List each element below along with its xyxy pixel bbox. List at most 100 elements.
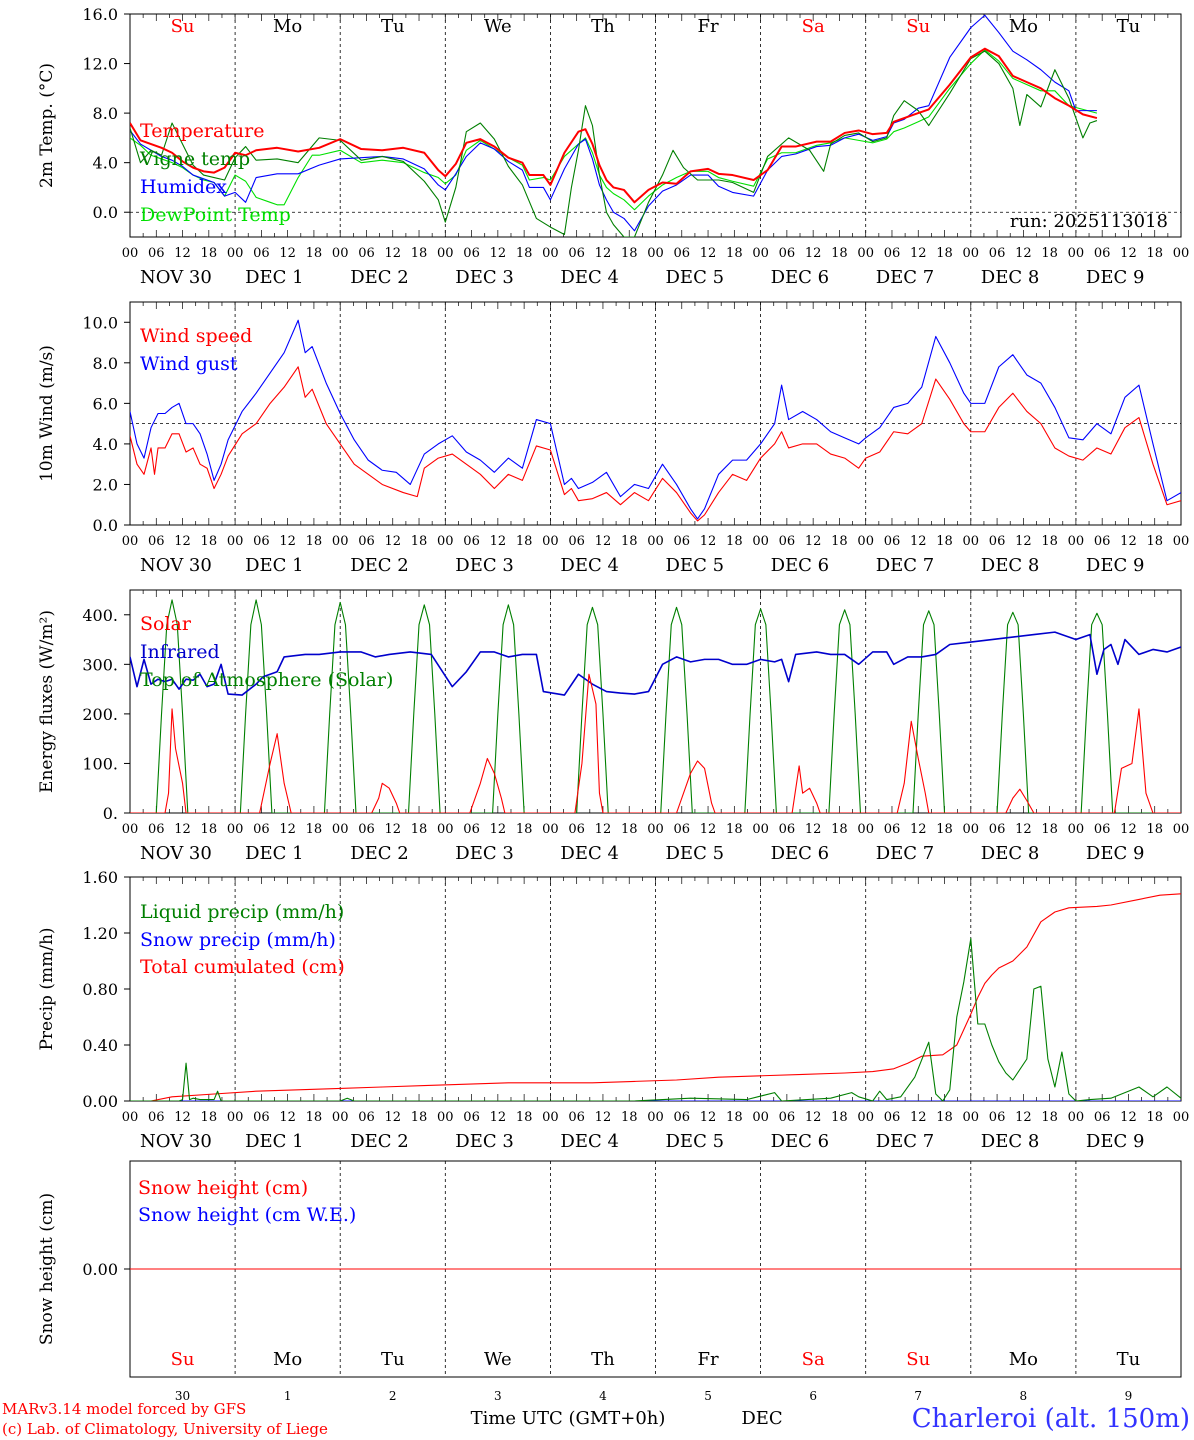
hour-tick-label: 12 [700,1110,717,1125]
hour-tick-label: 06 [884,1110,901,1125]
hour-tick-label: 12 [174,1110,191,1125]
hour-tick-label: 06 [358,1110,375,1125]
date-label: NOV 30 [140,843,212,864]
hour-tick-label: 06 [253,1110,270,1125]
hour-tick-label: 12 [384,246,401,261]
date-label: DEC 6 [771,843,830,864]
hour-tick-label: 00 [647,1110,664,1125]
hour-tick-label: 18 [1041,246,1058,261]
date-label: NOV 30 [140,267,212,288]
hour-tick-label: 00 [1173,1110,1190,1125]
series-line-temperature [130,47,1098,204]
hour-tick-label: 18 [1041,534,1058,549]
hour-tick-label: 00 [1068,246,1085,261]
y-tick-label: 1.60 [82,868,118,887]
hour-tick-label: 06 [358,822,375,837]
hour-tick-label: 18 [1146,534,1163,549]
hour-tick-label: 18 [621,246,638,261]
credits-lab: (c) Lab. of Climatology, University of L… [2,1420,328,1438]
hour-tick-label: 00 [122,1110,139,1125]
weekday-label: Th [591,1349,615,1370]
hour-tick-label: 12 [1015,246,1032,261]
legend-entry: Total cumulated (cm) [140,956,345,978]
hour-tick-label: 06 [148,246,165,261]
hour-tick-label: 00 [752,822,769,837]
hour-tick-label: 18 [726,1110,743,1125]
weekday-label: Sa [802,1349,825,1370]
date-label: NOV 30 [140,1131,212,1152]
weekday-label: Su [171,16,195,37]
hour-tick-label: 00 [332,1110,349,1125]
panel-wind: 00 06 12 18 00 06 12 18 00 06 12 18 00 06 12 18 00 06 12 18… [37,301,1190,576]
hour-tick-label: 18 [936,1110,953,1125]
day-number: 6 [809,1389,817,1403]
month-label: DEC [741,1408,782,1429]
y-tick-label: 0.40 [82,1036,118,1055]
hour-tick-label: 12 [490,534,507,549]
hour-tick-label: 00 [963,1110,980,1125]
hour-tick-label: 12 [805,822,822,837]
hour-tick-label: 12 [174,822,191,837]
y-tick-label: 0.00 [82,1092,118,1111]
date-label: DEC 9 [1086,555,1145,576]
date-label: DEC 6 [771,555,830,576]
hour-tick-label: 12 [1120,822,1137,837]
day-number: 5 [704,1389,712,1403]
day-number: 2 [389,1389,397,1403]
y-tick-label: 0.80 [82,980,118,999]
date-label: DEC 4 [560,843,619,864]
y-tick-label: 8.0 [93,104,118,123]
y-tick-label: 0. [103,804,118,823]
hour-tick-label: 06 [674,1110,691,1125]
hour-tick-label: 12 [384,534,401,549]
weekday-label: Fr [698,16,719,37]
hour-tick-label: 18 [1146,246,1163,261]
y-tick-label: 0.00 [82,1260,118,1279]
legend-entry: Vigne temp [139,148,250,170]
hour-tick-label: 12 [279,822,296,837]
hour-tick-label: 12 [490,246,507,261]
date-label: DEC 9 [1086,267,1145,288]
y-tick-label: 100. [82,754,118,773]
hour-tick-label: 12 [805,534,822,549]
series-line-wind-gust [130,319,1181,520]
hour-tick-label: 12 [384,1110,401,1125]
legend-entry: Liquid precip (mm/h) [140,901,344,923]
weekday-label: Tu [1117,16,1141,37]
day-number: 7 [914,1389,922,1403]
date-label: NOV 30 [140,555,212,576]
y-tick-label: 4.0 [93,435,118,454]
hour-tick-label: 06 [568,1110,585,1125]
hour-tick-label: 18 [1146,822,1163,837]
legend-entry: Wind gust [140,353,238,375]
hour-tick-label: 12 [1120,246,1137,261]
date-label: DEC 6 [771,1131,830,1152]
hour-tick-label: 00 [647,534,664,549]
hour-tick-label: 00 [1173,534,1190,549]
hour-tick-label: 06 [463,534,480,549]
hour-tick-label: 18 [306,246,323,261]
hour-tick-label: 06 [463,1110,480,1125]
credits-model: MARv3.14 model forced by GFS [2,1400,246,1418]
weekday-label: Th [591,16,615,37]
y-tick-label: 1.20 [82,924,118,943]
date-label: DEC 7 [876,267,935,288]
y-tick-label: 8.0 [93,354,118,373]
hour-tick-label: 00 [437,246,454,261]
series-line-vigne-temp [130,50,1098,237]
hour-tick-label: 06 [568,246,585,261]
date-label: DEC 5 [666,555,725,576]
hour-tick-label: 00 [963,534,980,549]
series-line-infrared [130,631,1181,696]
date-label: DEC 2 [350,267,409,288]
panel-snow: 0.00 Snow height (cm) Snow height (cm) Snow… [37,1160,1182,1403]
weekday-label: Su [171,1349,195,1370]
weekday-label: Mo [1009,1349,1038,1370]
hour-tick-label: 06 [148,822,165,837]
run-label: run: 2025113018 [1010,211,1168,232]
date-label: DEC 8 [981,267,1040,288]
hour-tick-label: 00 [752,534,769,549]
date-label: DEC 5 [666,1131,725,1152]
hour-tick-label: 12 [595,534,612,549]
series-line-total-cumulated-cm- [130,893,1181,1101]
